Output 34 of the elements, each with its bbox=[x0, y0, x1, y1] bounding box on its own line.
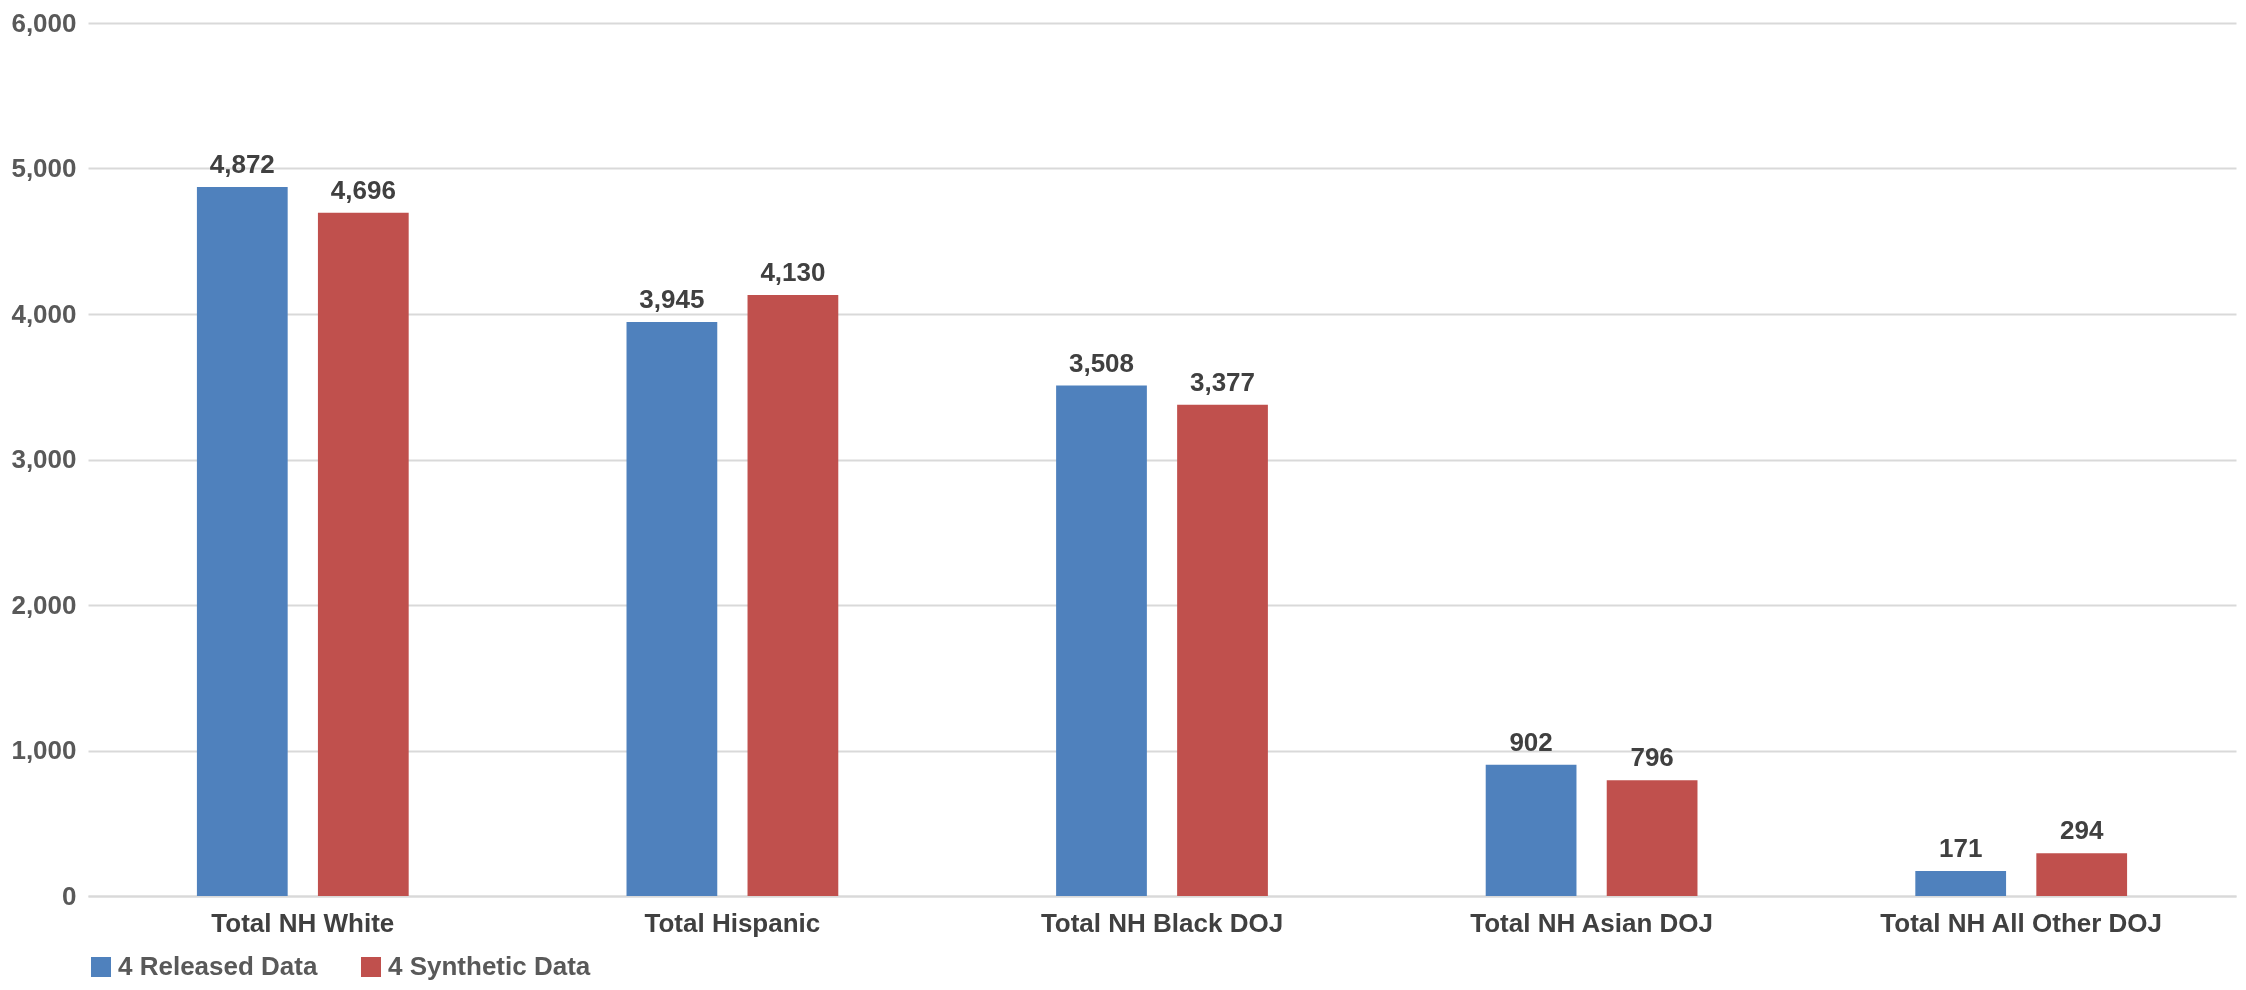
bar bbox=[1606, 780, 1698, 896]
bar bbox=[1915, 871, 2007, 896]
data-label: 3,377 bbox=[1189, 366, 1256, 397]
bar bbox=[747, 295, 839, 896]
bar bbox=[2036, 853, 2128, 896]
bar bbox=[1485, 764, 1577, 896]
y-tick-label: 3,000 bbox=[11, 444, 77, 474]
bar bbox=[317, 212, 409, 896]
y-tick-label: 2,000 bbox=[11, 589, 77, 620]
x-tick-label: Total NH White bbox=[211, 907, 395, 938]
y-tick-label: 6,000 bbox=[11, 7, 77, 38]
y-tick-label: 0 bbox=[62, 880, 77, 911]
y-tick-label: 1,000 bbox=[11, 735, 77, 765]
bar bbox=[1056, 385, 1147, 896]
data-label: 171 bbox=[1939, 833, 1983, 864]
x-tick-label: Total Hispanic bbox=[644, 907, 821, 938]
data-label: 796 bbox=[1630, 742, 1674, 773]
x-tick-label: Total NH Black DOJ bbox=[1040, 907, 1284, 938]
legend-label: 4 Released Data bbox=[118, 951, 318, 981]
bar bbox=[196, 187, 288, 896]
y-tick-label: 5,000 bbox=[11, 153, 77, 183]
y-tick-label: 4,000 bbox=[11, 298, 77, 329]
data-label: 3,945 bbox=[639, 284, 705, 314]
data-label: 902 bbox=[1509, 726, 1553, 757]
data-label: 4,130 bbox=[760, 257, 826, 288]
data-label: 4,872 bbox=[209, 149, 275, 180]
bar bbox=[1177, 404, 1268, 896]
x-tick-label: Total NH Asian DOJ bbox=[1470, 907, 1713, 938]
bar bbox=[626, 322, 718, 896]
data-label: 4,696 bbox=[330, 174, 396, 205]
legend-label: 4 Synthetic Data bbox=[388, 951, 591, 981]
data-label: 3,508 bbox=[1068, 347, 1135, 378]
data-label: 294 bbox=[2060, 815, 2104, 846]
x-tick-label: Total NH All Other DOJ bbox=[1880, 907, 2163, 938]
